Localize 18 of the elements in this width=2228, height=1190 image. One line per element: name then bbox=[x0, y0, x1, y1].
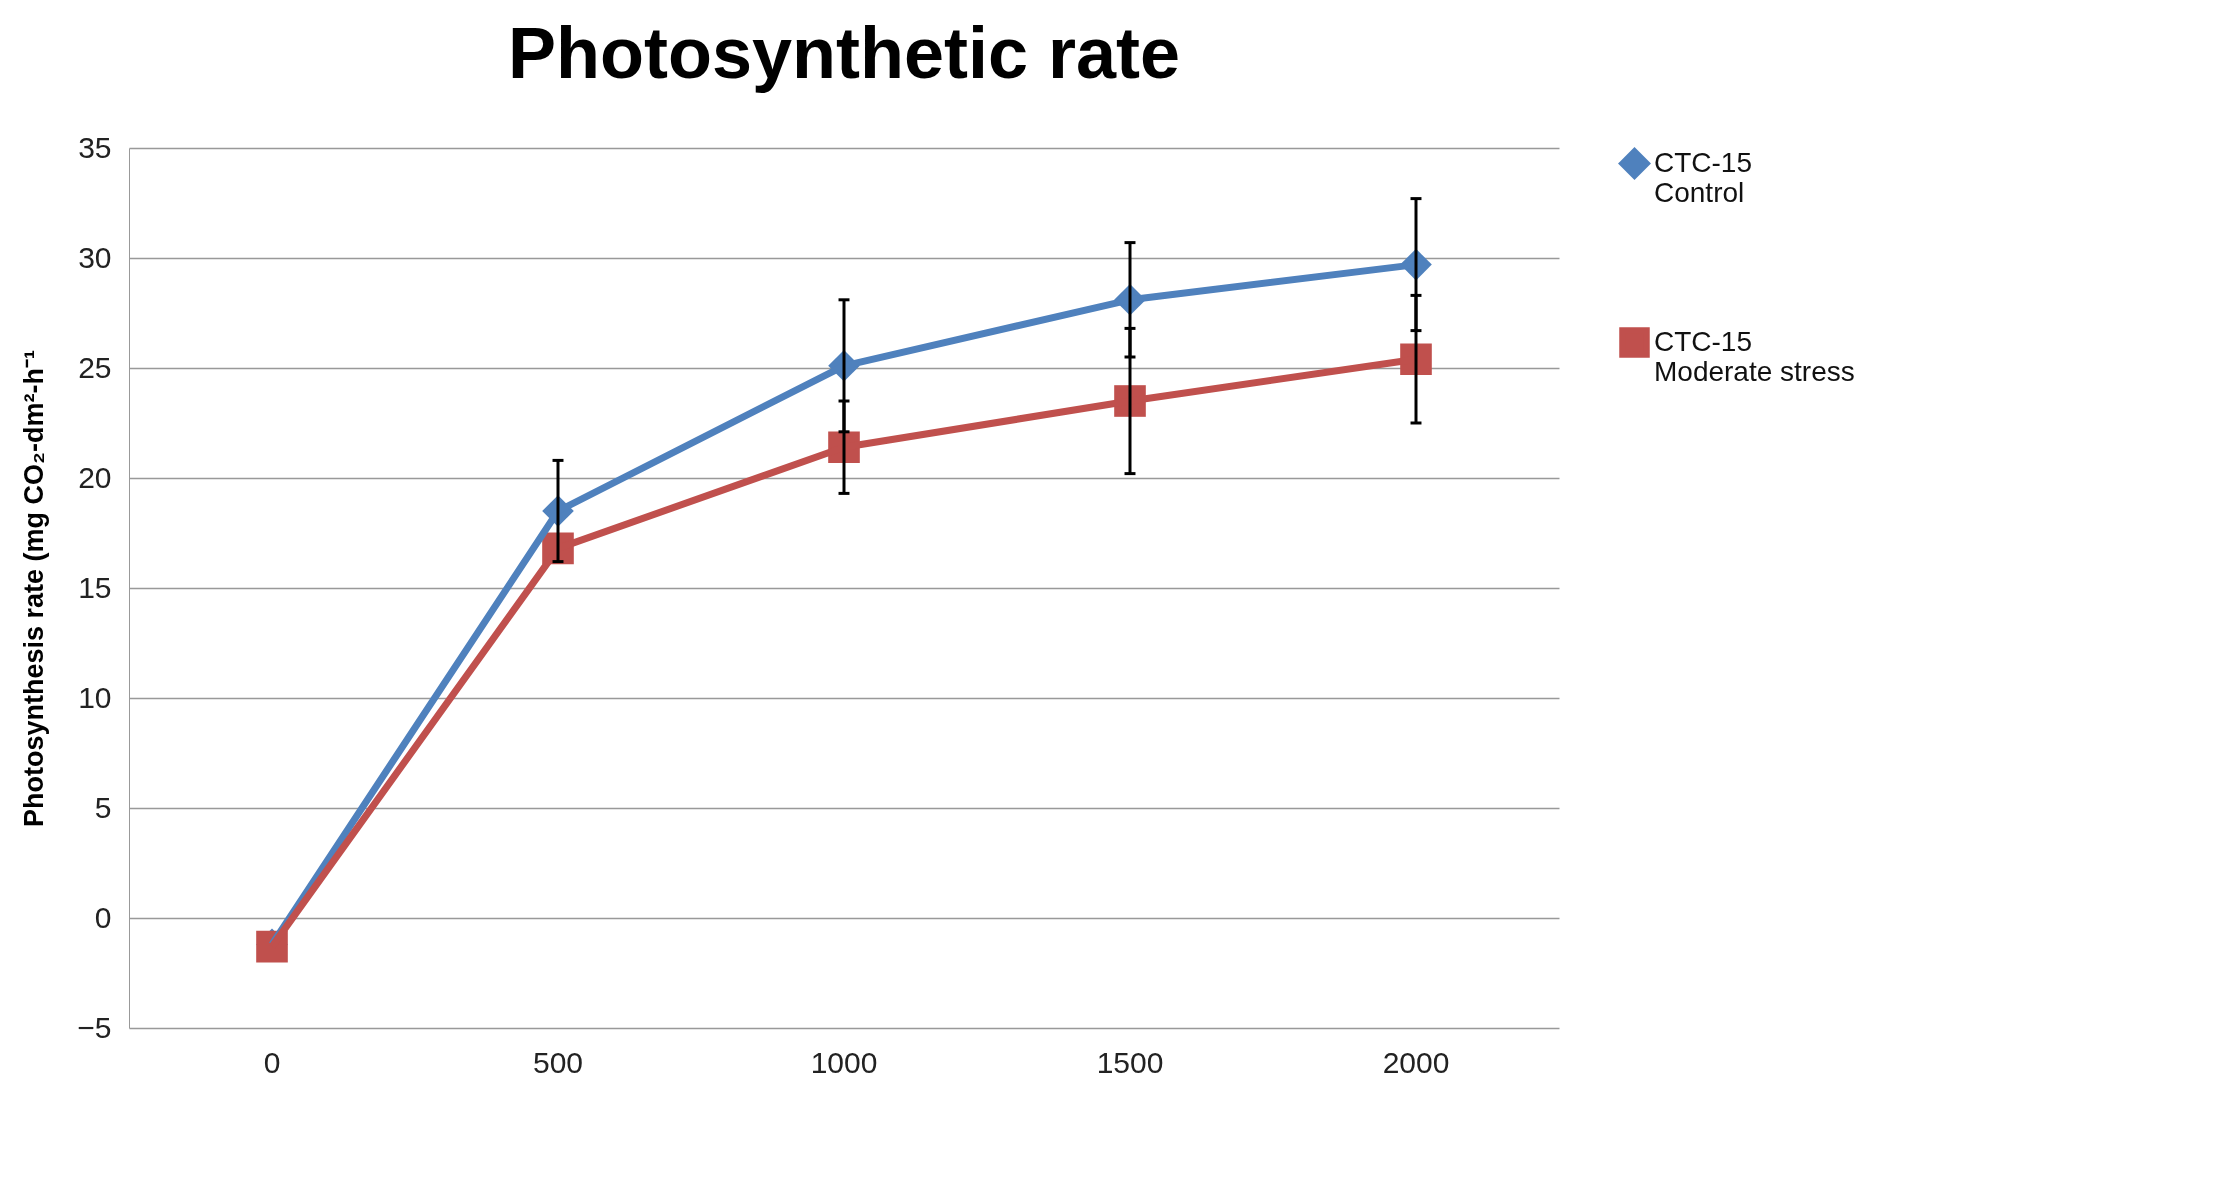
y-tick-label: 20 bbox=[78, 460, 112, 494]
x-tick-label: 0 bbox=[263, 1045, 281, 1079]
legend-label: CTC-15 Moderate stress bbox=[1654, 325, 1855, 387]
y-tick-label: 0 bbox=[94, 900, 112, 934]
y-tick-label: 15 bbox=[78, 570, 112, 604]
y-tick-label: −5 bbox=[77, 1010, 112, 1044]
y-tick-label: 30 bbox=[78, 240, 112, 274]
x-tick-label: 2000 bbox=[1382, 1045, 1450, 1079]
x-tick-label: 500 bbox=[532, 1045, 584, 1079]
y-axis-title: Photosynthesis rate (mg CO₂-dm²-h⁻¹ bbox=[19, 349, 50, 828]
legend-label: CTC-15 Control bbox=[1654, 146, 1753, 208]
chart-title: Photosynthetic rate bbox=[507, 13, 1181, 93]
x-tick-label: 1500 bbox=[1096, 1045, 1164, 1079]
y-tick-label: 35 bbox=[78, 130, 112, 164]
y-tick-label: 5 bbox=[94, 790, 112, 824]
y-tick-label: 25 bbox=[78, 350, 112, 384]
y-tick-label: 10 bbox=[78, 680, 112, 714]
x-tick-label: 1000 bbox=[810, 1045, 878, 1079]
